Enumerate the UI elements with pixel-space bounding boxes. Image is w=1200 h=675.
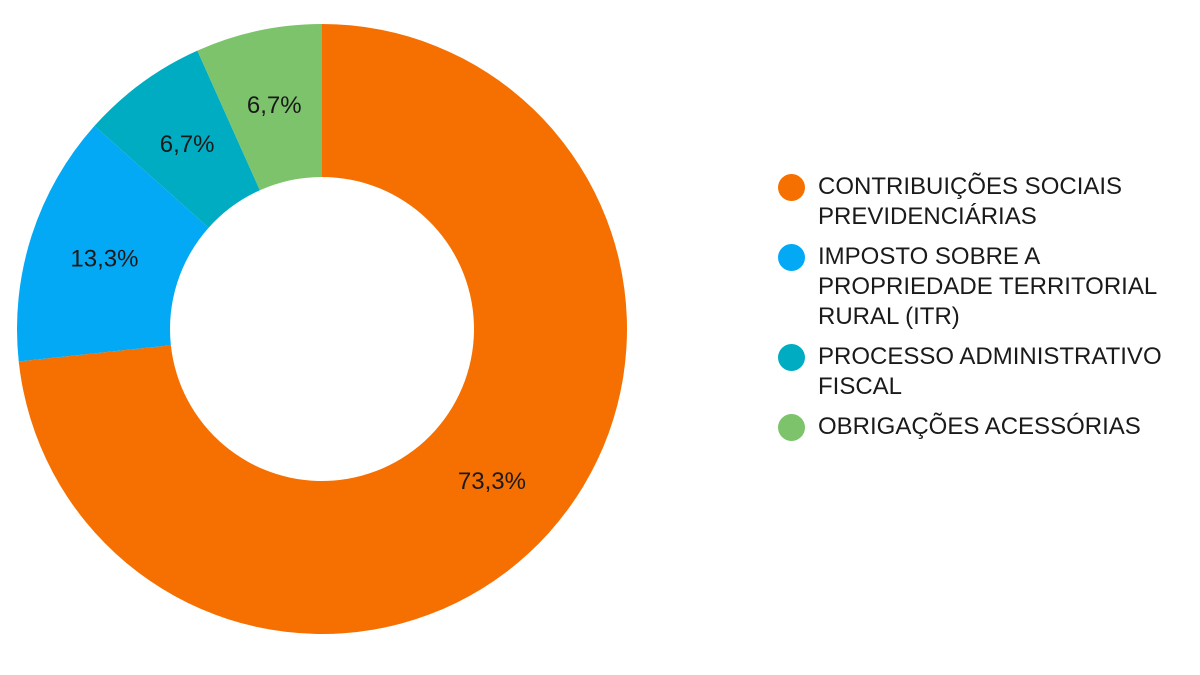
slice-value-label: 73,3% — [458, 468, 526, 495]
legend-label: IMPOSTO SOBRE A PROPRIEDADE TERRITORIAL … — [818, 243, 1157, 330]
chart-legend: CONTRIBUIÇÕES SOCIAIS PREVIDENCIÁRIAS IM… — [778, 172, 1193, 452]
donut-slice[interactable] — [18, 24, 627, 634]
legend-swatch — [778, 344, 805, 371]
slice-value-label: 6,7% — [247, 92, 302, 119]
legend-item[interactable]: IMPOSTO SOBRE A PROPRIEDADE TERRITORIAL … — [778, 242, 1193, 332]
legend-item[interactable]: PROCESSO ADMINISTRATIVO FISCAL — [778, 342, 1193, 402]
legend-label: CONTRIBUIÇÕES SOCIAIS PREVIDENCIÁRIAS — [818, 173, 1123, 230]
legend-swatch — [778, 414, 805, 441]
donut-slice[interactable] — [94, 50, 260, 228]
slice-value-label: 6,7% — [160, 131, 215, 158]
donut-slice[interactable] — [197, 24, 322, 191]
donut-labels: 73,3% 13,3% 6,7% 6,7% — [70, 92, 526, 495]
legend-label: PROCESSO ADMINISTRATIVO FISCAL — [818, 343, 1162, 400]
legend-item[interactable]: CONTRIBUIÇÕES SOCIAIS PREVIDENCIÁRIAS — [778, 172, 1193, 232]
legend-item[interactable]: OBRIGAÇÕES ACESSÓRIAS — [778, 412, 1193, 442]
donut-slice[interactable] — [17, 125, 209, 362]
slice-value-label: 13,3% — [70, 246, 138, 273]
legend-swatch — [778, 174, 805, 201]
donut-slices — [17, 24, 627, 634]
legend-label: OBRIGAÇÕES ACESSÓRIAS — [818, 413, 1141, 440]
legend-swatch — [778, 244, 805, 271]
